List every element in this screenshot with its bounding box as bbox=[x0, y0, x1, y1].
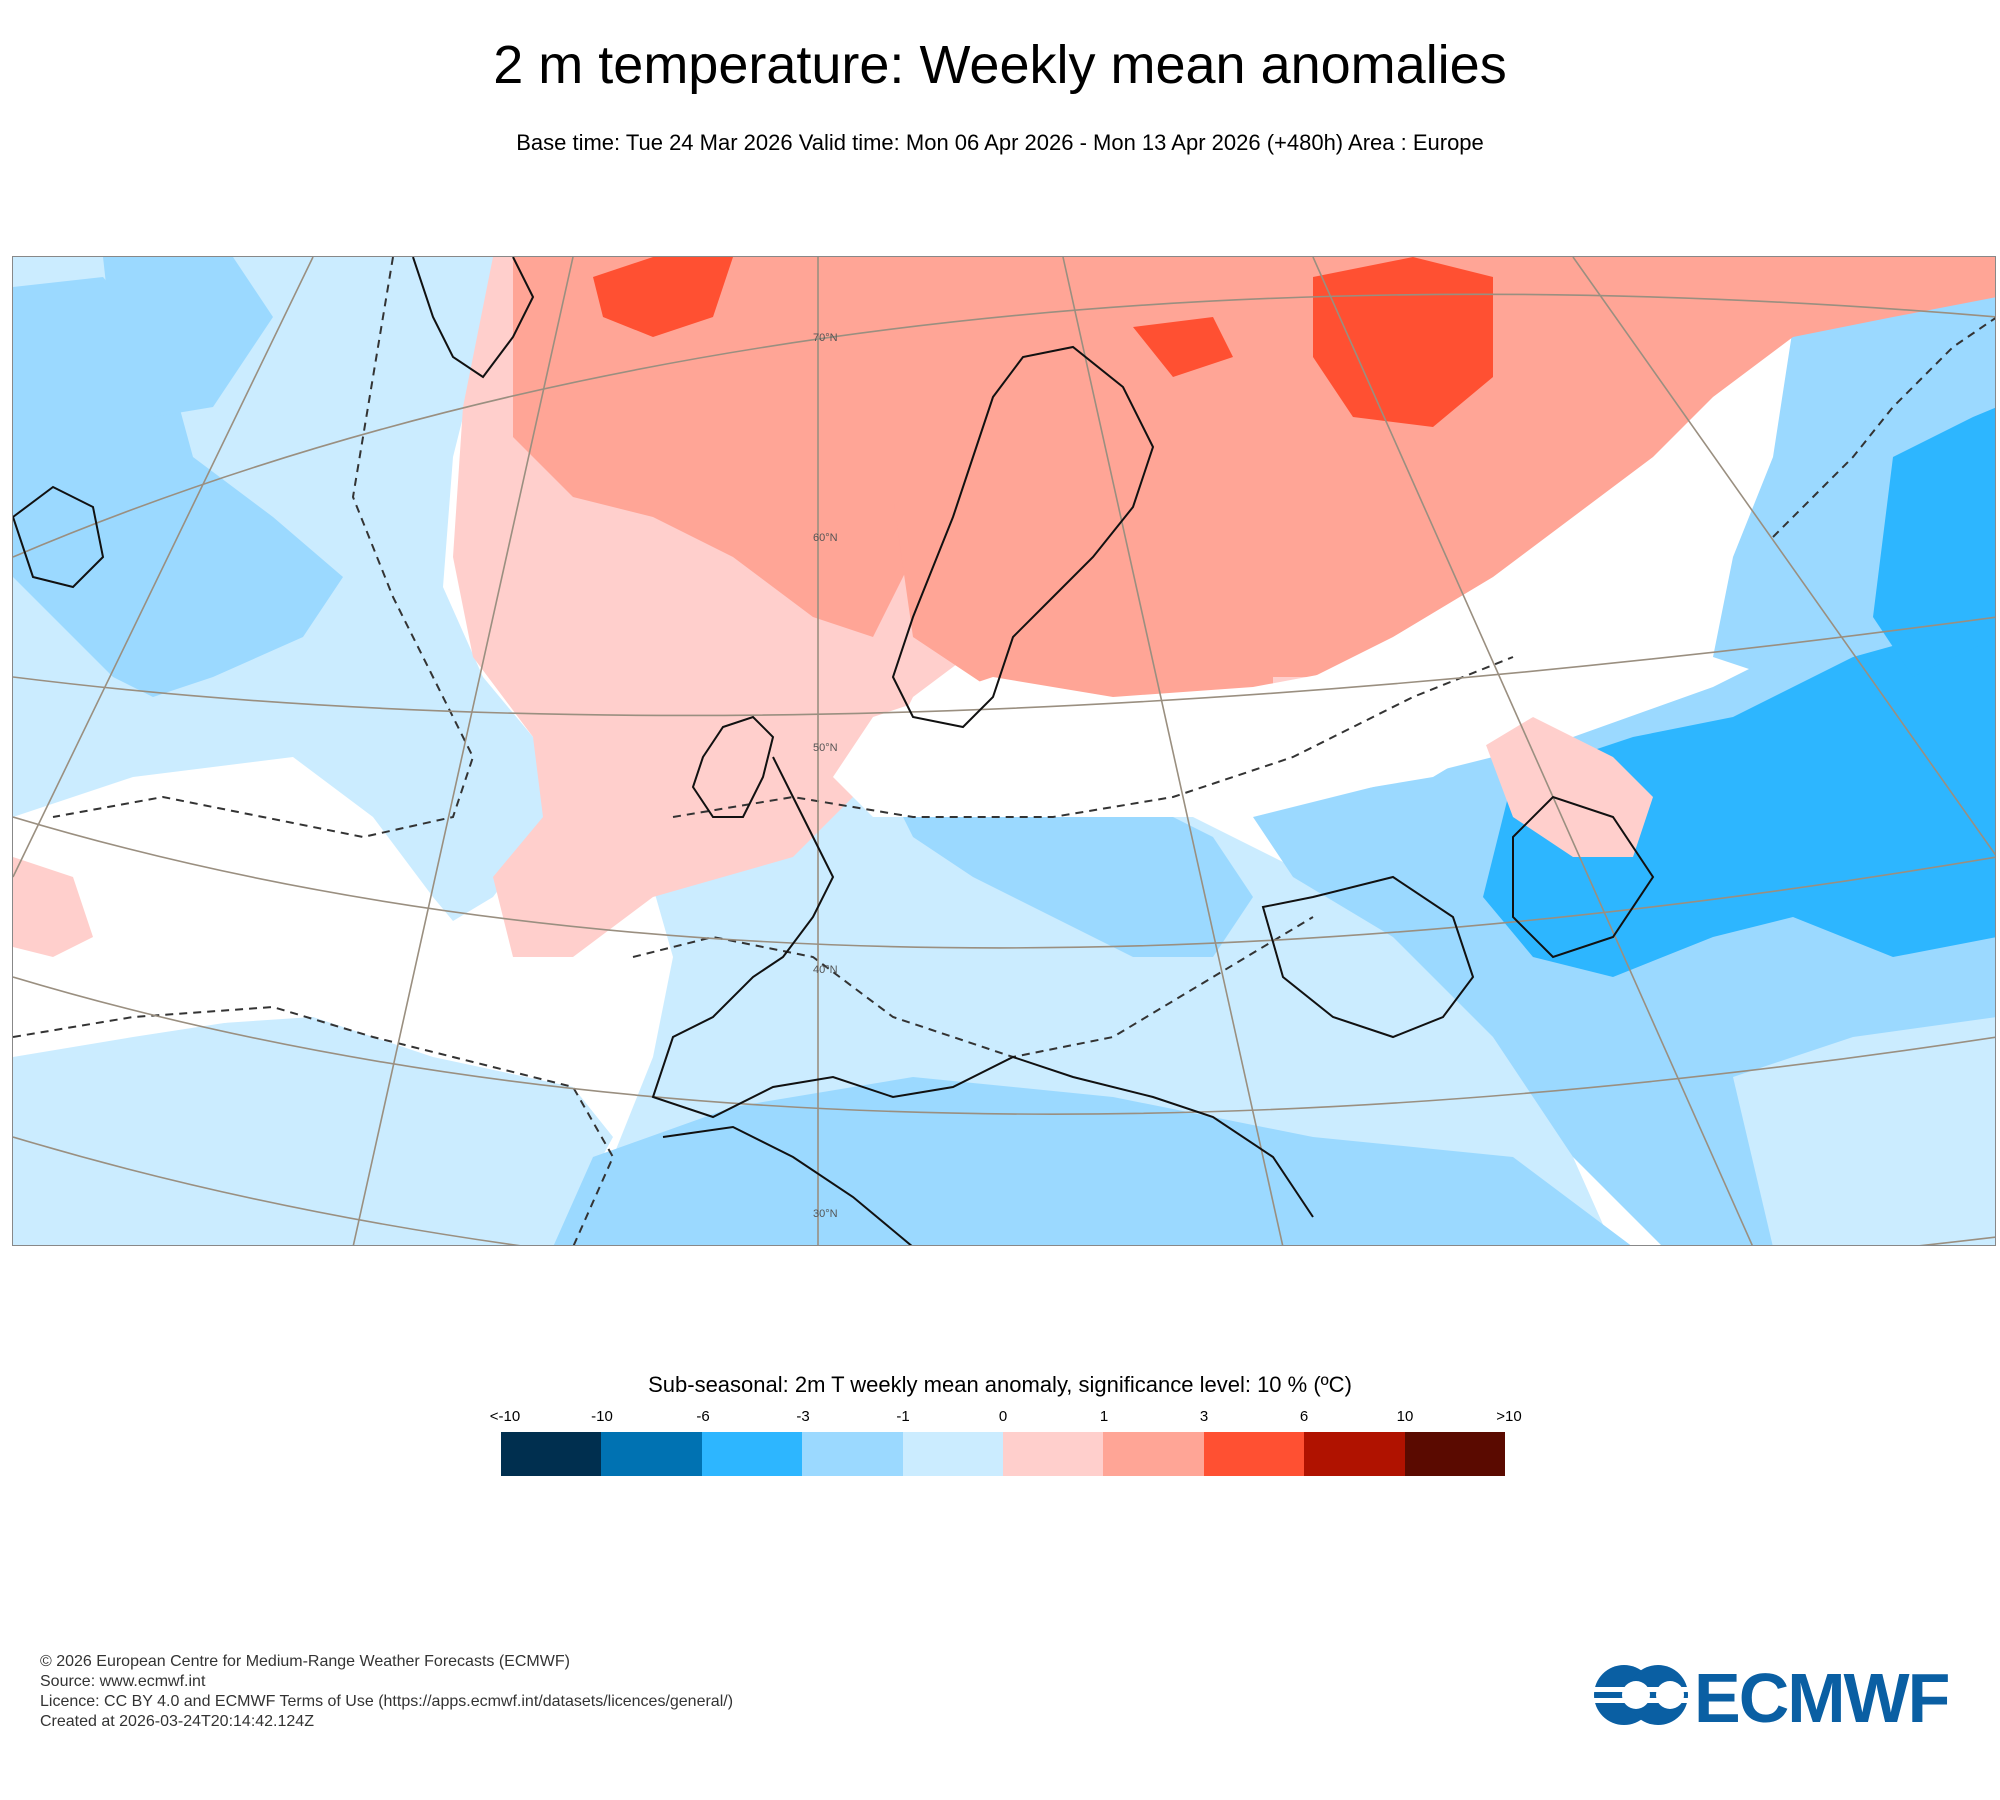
lat-label-30n: 30°N bbox=[813, 1208, 838, 1220]
anomaly-region-norway-sea-red bbox=[513, 257, 1013, 637]
legend-tick: -1 bbox=[896, 1408, 910, 1425]
footer-source: Source: www.ecmwf.int bbox=[40, 1673, 206, 1690]
legend-swatch bbox=[501, 1432, 602, 1476]
coastlines bbox=[13, 257, 1655, 1245]
lat-label-60n: 60°N bbox=[813, 532, 838, 544]
footer: © 2026 European Centre for Medium-Range … bbox=[40, 1652, 733, 1732]
lat-label-40n: 40°N bbox=[813, 964, 838, 976]
legend-tick: <-10 bbox=[489, 1408, 521, 1425]
footer-created: Created at 2026-03-24T20:14:42.124Z bbox=[40, 1713, 314, 1730]
anomaly-region-arctic-strong-red bbox=[593, 257, 733, 337]
legend-swatch bbox=[1304, 1432, 1405, 1476]
legend-swatch bbox=[701, 1432, 803, 1476]
anomaly-region-ural-red bbox=[1483, 717, 1653, 857]
anomaly-region-russia-strong-red bbox=[1313, 257, 1493, 427]
legend-swatch bbox=[902, 1432, 1004, 1476]
anomaly-region-greenland-blue bbox=[103, 257, 273, 417]
lat-label-70n: 70°N bbox=[813, 332, 838, 344]
footer-copyright: © 2026 European Centre for Medium-Range … bbox=[40, 1653, 570, 1670]
anomaly-region-central-europe-white bbox=[833, 637, 1573, 817]
legend-swatch bbox=[802, 1432, 903, 1476]
legend-swatch bbox=[1404, 1432, 1506, 1476]
anomaly-region-lapland-strong-red bbox=[1133, 317, 1233, 377]
anomaly-region-central-europe-blue bbox=[893, 777, 1253, 957]
lat-label-50n: 50°N bbox=[813, 742, 838, 754]
legend-tick: 1 bbox=[1099, 1408, 1109, 1425]
anomaly-region-caspian-strong-blue bbox=[1483, 617, 1995, 977]
anomaly-region-africa-blue bbox=[553, 1077, 1631, 1245]
legend-tick-labels: <-10 -10 -6 -3 -1 0 1 3 6 10 >10 bbox=[455, 1408, 1555, 1428]
footer-licence: Licence: CC BY 4.0 and ECMWF Terms of Us… bbox=[40, 1693, 734, 1710]
legend-tick: 6 bbox=[1299, 1408, 1309, 1425]
map-title: 2 m temperature: Weekly mean anomalies bbox=[493, 35, 1507, 95]
graticule bbox=[13, 257, 1995, 1245]
legend-color-bar bbox=[501, 1432, 1506, 1476]
anomaly-region-iberia-west-white bbox=[13, 757, 633, 1067]
legend-tick: 10 bbox=[1396, 1408, 1414, 1425]
legend-swatch bbox=[1203, 1432, 1305, 1476]
anomaly-region-scandinavia-russia-red bbox=[893, 257, 1995, 727]
legend-tick: >10 bbox=[1496, 1408, 1522, 1425]
anomaly-region-urals-strong-blue bbox=[1873, 407, 1995, 677]
legend-tick: -6 bbox=[696, 1408, 710, 1425]
legend-title: Sub-seasonal: 2m T weekly mean anomaly, … bbox=[648, 1372, 1352, 1397]
legend-tick: -10 bbox=[591, 1408, 613, 1425]
anomaly-map: 70°N 60°N 50°N 40°N 30°N bbox=[12, 256, 1996, 1246]
anomaly-region-atlantic-blue bbox=[13, 277, 343, 697]
anomaly-region-arabia-light bbox=[1733, 1017, 1995, 1245]
ecmwf-logo-text: ECMWF bbox=[1694, 1659, 1950, 1737]
map-subtitle: Base time: Tue 24 Mar 2026 Valid time: M… bbox=[516, 130, 1484, 155]
legend-tick: 3 bbox=[1199, 1408, 1209, 1425]
legend-swatch bbox=[1003, 1432, 1104, 1476]
anomaly-region-west-edge-pink bbox=[13, 857, 93, 957]
ecmwf-logo: ECMWF bbox=[1594, 1659, 1970, 1737]
ecmwf-logo-icon bbox=[1594, 1665, 1690, 1725]
legend-swatch bbox=[601, 1432, 702, 1476]
legend-tick: -3 bbox=[796, 1408, 810, 1425]
legend-tick: 0 bbox=[998, 1408, 1008, 1425]
legend-swatch bbox=[1103, 1432, 1204, 1476]
